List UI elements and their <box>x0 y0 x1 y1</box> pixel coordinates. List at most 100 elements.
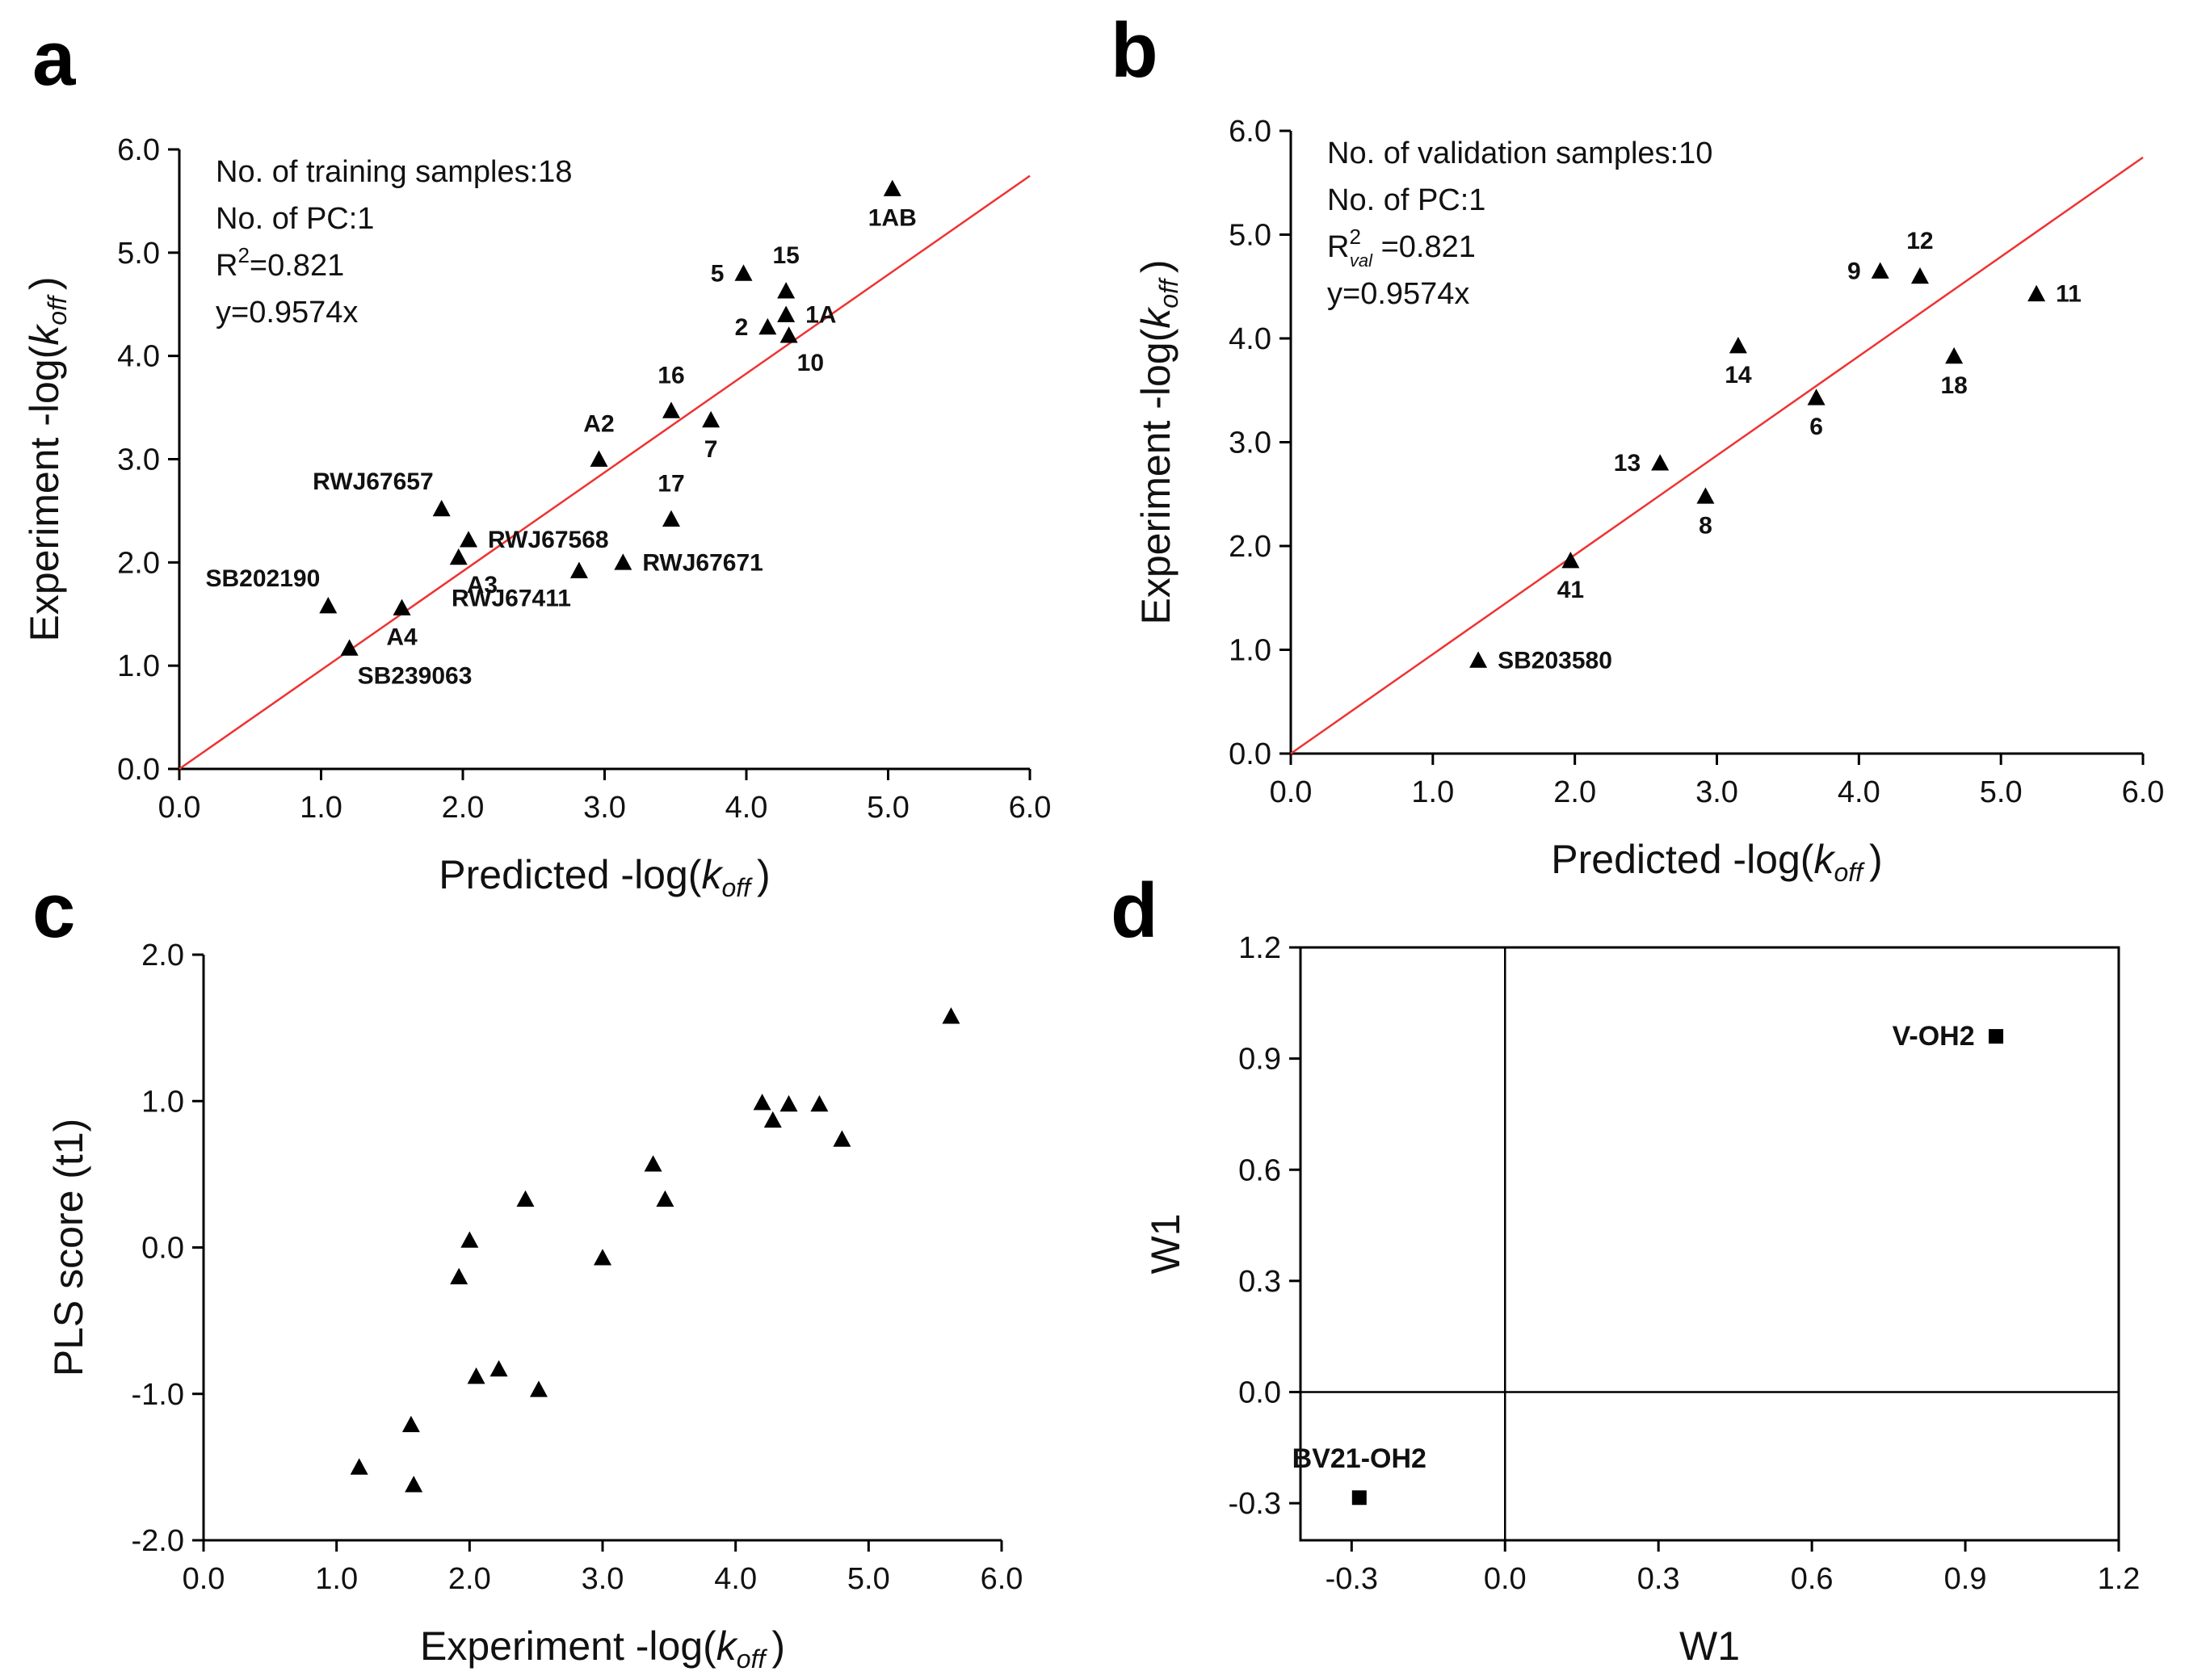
x-tick-label: 0.0 <box>158 791 201 825</box>
x-axis-title-suffix: ) <box>771 1623 785 1669</box>
info-subscript: val <box>1350 250 1373 271</box>
y-tick-label: 2.0 <box>141 939 184 972</box>
point-label: 16 <box>658 362 684 388</box>
point-label: BV21-OH2 <box>1292 1443 1426 1474</box>
point-label: 15 <box>772 242 799 269</box>
point-label: A4 <box>386 624 418 651</box>
x-tick-label: 4.0 <box>714 1562 757 1596</box>
data-point <box>1871 262 1889 279</box>
y-axis-title-sub: off <box>1154 277 1183 309</box>
data-point <box>702 410 721 428</box>
data-point <box>319 597 338 614</box>
data-point <box>753 1094 771 1111</box>
x-tick-label: 1.0 <box>1411 775 1454 809</box>
y-axis-title: PLS score (t1) <box>46 1119 91 1377</box>
point-label: V-OH2 <box>1893 1021 1975 1052</box>
y-tick-label: 4.0 <box>117 340 160 374</box>
panel-c-letter: c <box>32 867 75 954</box>
data-point <box>450 1267 468 1285</box>
y-axis-title-var: k <box>1133 306 1179 329</box>
data-point <box>401 1415 420 1433</box>
point-label: RWJ67671 <box>642 549 763 576</box>
data-point <box>777 305 796 322</box>
data-point <box>614 553 632 570</box>
info-line: No. of PC:1 <box>216 202 374 236</box>
info-text-main: y=0.9574x <box>216 296 358 330</box>
point-label: RWJ67411 <box>452 586 571 612</box>
x-tick-label: 0.3 <box>1637 1562 1680 1596</box>
y-tick-label: 2.0 <box>117 546 160 580</box>
y-axis-title-sub: off <box>43 294 72 326</box>
data-point <box>467 1367 485 1384</box>
x-tick-label: 1.2 <box>2098 1562 2141 1596</box>
y-tick-label: 0.9 <box>1238 1043 1281 1077</box>
point-label: 8 <box>1699 512 1712 539</box>
x-tick-label: 4.0 <box>725 791 768 825</box>
data-point <box>590 450 608 467</box>
data-point <box>1351 1490 1367 1506</box>
data-point <box>405 1476 423 1493</box>
x-axis-title-var: k <box>716 1623 739 1669</box>
y-tick-label: 4.0 <box>1229 322 1271 356</box>
data-point <box>489 1359 508 1377</box>
data-point <box>1651 454 1670 471</box>
x-tick-label: 6.0 <box>2122 775 2165 809</box>
x-tick-label: 3.0 <box>1695 775 1738 809</box>
panel-d-frame <box>1299 946 2120 1542</box>
x-tick-label: 6.0 <box>1009 791 1052 825</box>
y-tick-label: 0.0 <box>1238 1376 1281 1410</box>
point-label: SB202190 <box>205 565 320 592</box>
data-point <box>393 598 411 615</box>
x-tick-label: 2.0 <box>442 791 485 825</box>
data-point <box>779 326 798 343</box>
data-point <box>1561 551 1580 569</box>
x-axis-title-suffix: ) <box>1869 837 1883 882</box>
x-axis-title: Predicted -log(koff) <box>439 852 770 902</box>
info-text-main: No. of validation samples:10 <box>1327 136 1712 170</box>
x-axis-title-sub: off <box>737 1644 768 1674</box>
y-tick-label: 1.2 <box>1238 931 1281 965</box>
panel-d-letter: d <box>1111 867 1158 954</box>
x-tick-label: 3.0 <box>583 791 626 825</box>
point-label: 17 <box>658 471 684 498</box>
data-point <box>1729 336 1747 354</box>
data-point <box>942 1007 960 1024</box>
panel-c-chart: c 0.0 1.0 2.0 3.0 4.0 5.0 6.0 -2.0 -1.0 0.0 1.0 2.0 E… <box>32 867 1023 1674</box>
data-point <box>777 282 796 299</box>
y-tick-label: 1.0 <box>141 1085 184 1119</box>
point-label: 10 <box>797 350 824 376</box>
fit-line <box>179 174 1031 771</box>
data-point <box>340 639 359 656</box>
data-point <box>644 1155 662 1172</box>
data-point <box>758 317 777 335</box>
data-point <box>460 531 478 548</box>
info-text-main: No. of PC:1 <box>216 202 374 236</box>
y-tick-label: 1.0 <box>1229 634 1271 668</box>
y-tick-label: 6.0 <box>117 133 160 167</box>
data-point <box>656 1190 674 1208</box>
point-label: 7 <box>704 436 718 463</box>
x-axis-title: W1 <box>1679 1623 1740 1669</box>
y-tick-label: -2.0 <box>132 1524 184 1558</box>
point-label: RWJ67657 <box>313 468 434 495</box>
y-axis-title-suffix: ) <box>1133 259 1179 273</box>
data-point <box>734 264 753 281</box>
x-tick-label: 2.0 <box>1553 775 1596 809</box>
info-superscript: 2 <box>1349 225 1360 249</box>
y-tick-label: 0.0 <box>1229 737 1271 771</box>
x-tick-label: 1.0 <box>300 791 342 825</box>
x-tick-label: 6.0 <box>981 1562 1023 1596</box>
info-line: y=0.9574x <box>1327 277 1469 311</box>
y-axis-title: Experiment -log(koff) <box>1133 259 1183 624</box>
data-point <box>883 179 901 196</box>
info-text-main: y=0.9574x <box>1327 277 1469 311</box>
y-tick-label: 3.0 <box>117 443 160 477</box>
x-tick-label: 0.0 <box>1270 775 1313 809</box>
x-axis-title-sub: off <box>1834 858 1865 887</box>
point-label: 5 <box>711 260 725 287</box>
x-axis-title: Predicted -log(koff) <box>1551 837 1882 887</box>
data-point <box>763 1111 782 1128</box>
data-point <box>449 548 468 565</box>
x-tick-label: 1.0 <box>315 1562 358 1596</box>
